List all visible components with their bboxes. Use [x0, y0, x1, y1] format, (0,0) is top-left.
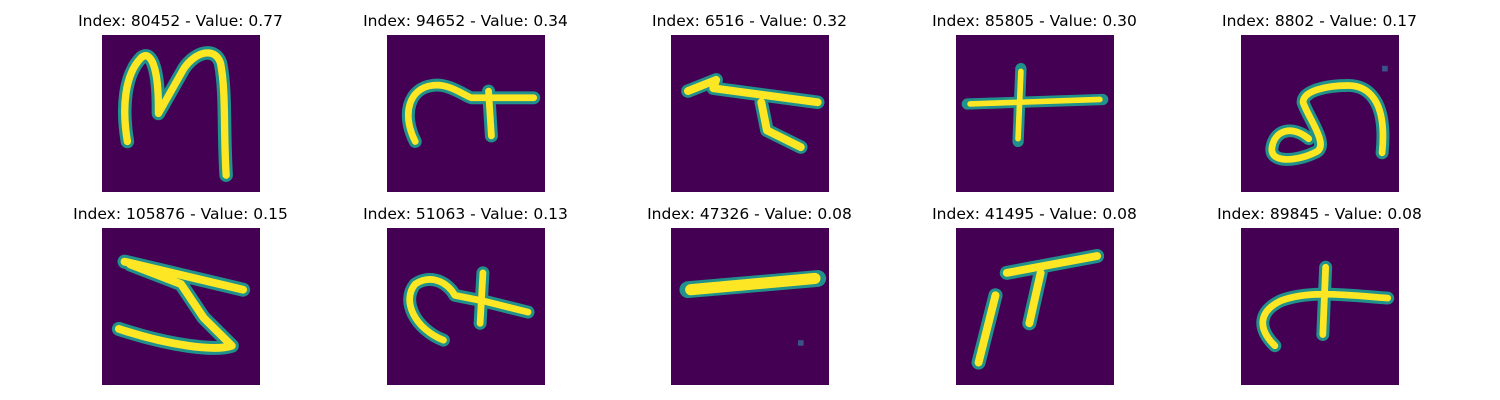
panel-title: Index: 6516 - Value: 0.32: [652, 12, 847, 30]
panel-2: Index: 94652 - Value: 0.34: [323, 0, 608, 192]
panel-title: Index: 94652 - Value: 0.34: [363, 12, 568, 30]
panel-title: Index: 105876 - Value: 0.15: [73, 205, 288, 223]
panel-3: Index: 6516 - Value: 0.32: [607, 0, 892, 192]
panel-9: Index: 41495 - Value: 0.08: [892, 193, 1177, 385]
panel-image: [102, 35, 260, 192]
panel-image: [102, 228, 260, 385]
panel-image: [387, 228, 545, 385]
panel-image: [671, 228, 829, 385]
noise-pixel: [1382, 65, 1388, 72]
panel-image: [956, 228, 1114, 385]
panel-title: Index: 51063 - Value: 0.13: [363, 205, 568, 223]
panel-1: Index: 80452 - Value: 0.77: [38, 0, 323, 192]
glyph-image: [117, 46, 233, 182]
panel-image: [387, 35, 545, 192]
panel-image: [1241, 35, 1399, 192]
panel-image: [671, 35, 829, 192]
panel-title: Index: 85805 - Value: 0.30: [932, 12, 1137, 30]
glyph-image: [1265, 65, 1390, 166]
panel-10: Index: 89845 - Value: 0.08: [1177, 193, 1462, 385]
panel-title: Index: 89845 - Value: 0.08: [1217, 205, 1422, 223]
noise-pixel: [797, 340, 804, 346]
panel-8: Index: 47326 - Value: 0.08: [607, 193, 892, 385]
glyph-image: [971, 249, 1105, 370]
panel-4: Index: 85805 - Value: 0.30: [892, 0, 1177, 192]
glyph-image: [1256, 260, 1395, 353]
panel-image: [956, 35, 1114, 192]
glyph-image: [679, 270, 827, 346]
panel-title: Index: 41495 - Value: 0.08: [932, 205, 1137, 223]
glyph-image: [111, 254, 251, 355]
panel-title: Index: 80452 - Value: 0.77: [78, 12, 283, 30]
panel-6: Index: 105876 - Value: 0.15: [38, 193, 323, 385]
panel-image: [1241, 228, 1399, 385]
panel-7: Index: 51063 - Value: 0.13: [323, 193, 608, 385]
glyph-image: [681, 73, 825, 154]
glyph-image: [961, 63, 1109, 148]
panel-title: Index: 47326 - Value: 0.08: [647, 205, 852, 223]
panel-title: Index: 8802 - Value: 0.17: [1222, 12, 1417, 30]
panel-5: Index: 8802 - Value: 0.17: [1177, 0, 1462, 192]
glyph-image: [401, 78, 541, 148]
glyph-image: [403, 266, 535, 347]
